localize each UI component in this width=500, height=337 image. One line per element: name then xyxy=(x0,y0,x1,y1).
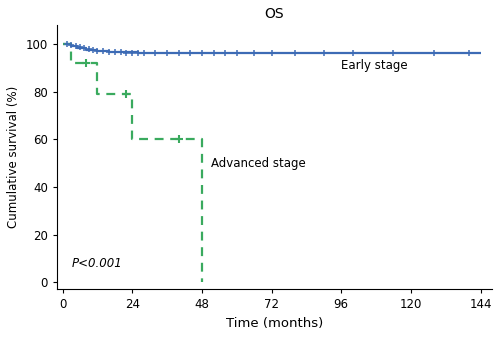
Text: Advanced stage: Advanced stage xyxy=(210,157,306,170)
Title: OS: OS xyxy=(264,7,284,21)
Y-axis label: Cumulative survival (%): Cumulative survival (%) xyxy=(7,86,20,228)
Text: Early stage: Early stage xyxy=(341,59,408,72)
X-axis label: Time (months): Time (months) xyxy=(226,317,323,330)
Text: P<0.001: P<0.001 xyxy=(72,257,122,270)
